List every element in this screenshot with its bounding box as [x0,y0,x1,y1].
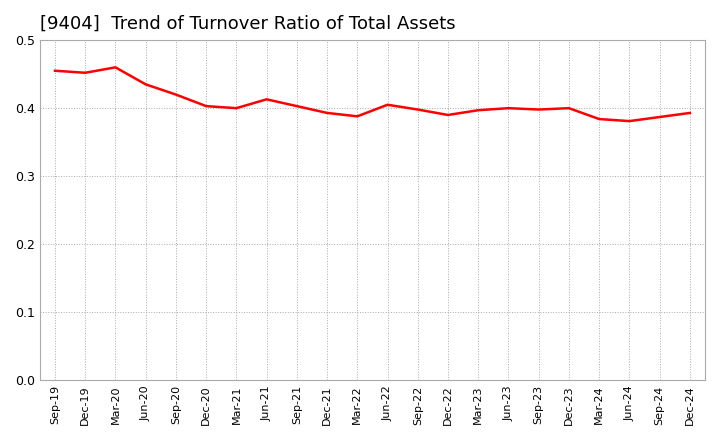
Text: [9404]  Trend of Turnover Ratio of Total Assets: [9404] Trend of Turnover Ratio of Total … [40,15,456,33]
